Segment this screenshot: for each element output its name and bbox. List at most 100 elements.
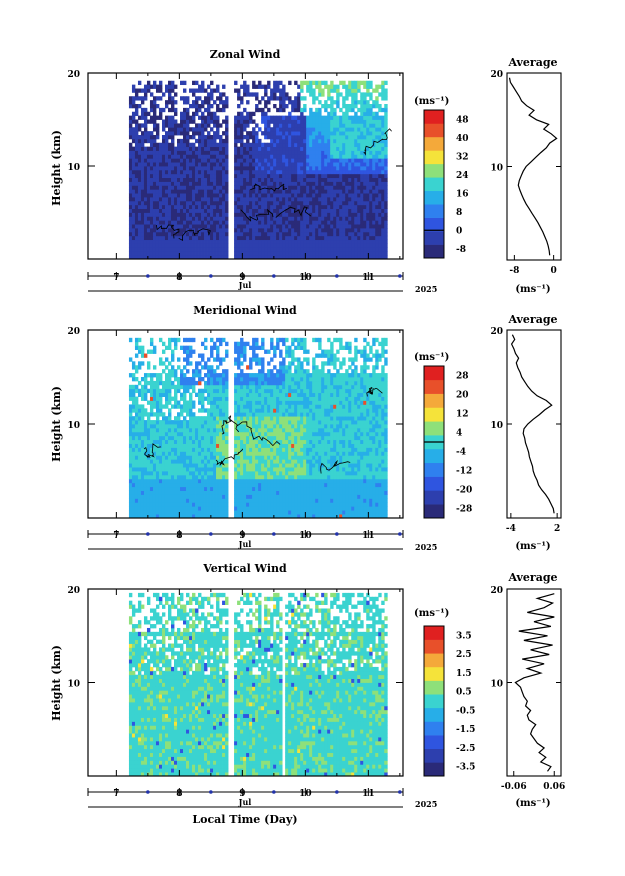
heatmap-cell (161, 193, 166, 198)
heatmap-cell (345, 92, 349, 97)
heatmap-cell (213, 111, 217, 117)
heatmap-cell (378, 162, 382, 167)
heatmap-cell (164, 220, 169, 225)
heatmap-cell (207, 235, 211, 241)
heatmap-cell (152, 463, 157, 468)
heatmap-cell (177, 235, 181, 241)
heatmap-cell (161, 341, 166, 347)
heatmap-cell (146, 451, 151, 456)
heatmap-cell (312, 173, 316, 179)
heatmap-cell (128, 243, 133, 248)
heatmap-cell (285, 220, 289, 225)
time-marker (146, 274, 150, 278)
heatmap-cell (198, 424, 202, 429)
heatmap-cell (180, 420, 184, 425)
heatmap-cell (137, 204, 142, 210)
heatmap-cell (327, 154, 331, 159)
heatmap-cell (183, 459, 187, 464)
heatmap-cell (180, 204, 184, 210)
heatmap-cell (357, 185, 361, 190)
heatmap-cell (171, 235, 175, 241)
heatmap-cell (279, 80, 283, 86)
heatmap-cell (252, 243, 256, 248)
heatmap-cell (366, 231, 370, 237)
heatmap-cell (234, 435, 238, 441)
heatmap-cell (225, 506, 229, 511)
heatmap-cell (318, 166, 322, 171)
heatmap-cell (131, 220, 136, 225)
heatmap-cell (198, 150, 202, 155)
heatmap-cell (140, 377, 145, 382)
heatmap-cell (348, 138, 352, 144)
heatmap-cell (276, 212, 280, 217)
heatmap-cell (131, 216, 136, 221)
heatmap-cell (155, 162, 160, 167)
heatmap-cell (339, 243, 343, 248)
heatmap-cell (186, 478, 190, 484)
heatmap-cell (155, 104, 160, 109)
heatmap-cell (131, 478, 136, 484)
heatmap-cell (369, 200, 373, 206)
heatmap-cell (152, 166, 157, 171)
heatmap-cell (128, 189, 133, 194)
heatmap-cell (158, 173, 163, 179)
heatmap-cell (189, 412, 193, 417)
heatmap-cell (155, 388, 160, 394)
heatmap-cell (204, 467, 208, 472)
heatmap-cell (330, 185, 334, 190)
colorbar-tick-label: 40 (456, 134, 469, 144)
heatmap-cell (306, 142, 310, 148)
heatmap-cell (342, 162, 346, 167)
heatmap-cell (201, 208, 205, 213)
heatmap-cell (140, 220, 145, 225)
heatmap-cell (213, 162, 217, 167)
heatmap-cell (246, 478, 250, 484)
heatmap-cell (155, 131, 160, 136)
heatmap-cell (246, 200, 250, 206)
heatmap-cell (375, 158, 379, 163)
heatmap-cell (384, 243, 388, 248)
heatmap-cell (309, 181, 313, 186)
heatmap-cell (345, 181, 349, 186)
heatmap-cell (273, 127, 277, 132)
heatmap-cell (171, 467, 175, 472)
heatmap-cell (198, 185, 202, 190)
heatmap-cell (204, 490, 208, 495)
heatmap-cell (180, 369, 184, 374)
heatmap-cell (381, 158, 385, 163)
heatmap-cell (168, 482, 172, 488)
heatmap-cell (372, 154, 376, 159)
heatmap-cell (210, 424, 214, 429)
heatmap-cell (351, 247, 355, 252)
heatmap-cell (342, 208, 346, 213)
heatmap-cell (198, 220, 202, 225)
heatmap-cell (315, 162, 319, 167)
heatmap-cell (143, 131, 148, 136)
heatmap-cell (177, 451, 181, 456)
heatmap-cell (279, 231, 283, 237)
heatmap-cell (240, 239, 244, 244)
heatmap-cell (279, 138, 283, 144)
heatmap-cell (207, 459, 211, 464)
heatmap-cell (360, 135, 364, 140)
heatmap-cell (360, 200, 364, 206)
heatmap-cell (216, 162, 220, 167)
heatmap-cell (164, 235, 169, 241)
heatmap-cell (219, 463, 223, 468)
heatmap-cell (137, 123, 142, 128)
heatmap-cell (267, 220, 271, 225)
heatmap-cell (207, 384, 211, 390)
heatmap-cell (330, 243, 334, 248)
time-marker (209, 274, 213, 278)
heatmap-cell (134, 150, 139, 155)
heatmap-cell (381, 119, 385, 124)
heatmap-cell (363, 119, 367, 124)
heatmap-cell (369, 216, 373, 221)
heatmap-cell (270, 224, 274, 229)
heatmap-cell (315, 216, 319, 221)
heatmap-cell (375, 255, 379, 259)
heatmap-cell (246, 243, 250, 248)
heatmap-cell (267, 189, 271, 194)
heatmap-cell (192, 416, 196, 421)
heatmap-cell (177, 435, 181, 441)
